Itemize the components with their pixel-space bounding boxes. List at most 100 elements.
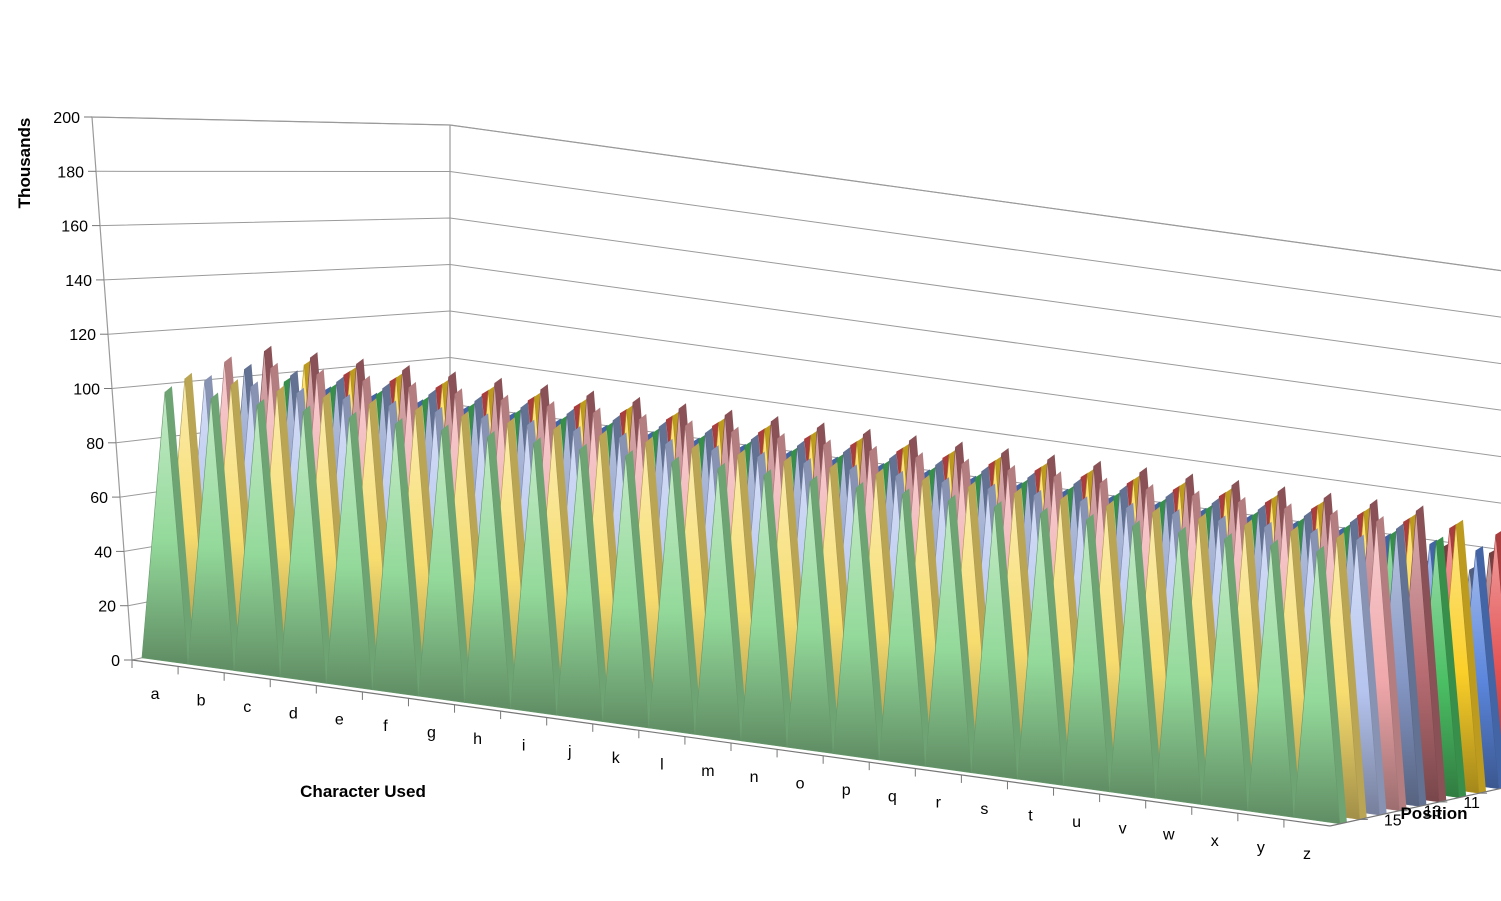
peak-z-1: [1293, 551, 1341, 825]
gridline: [99, 217, 1501, 365]
peak-side-l-1: [671, 456, 702, 735]
gridline: [103, 263, 1501, 411]
peak-side-z-7: [1436, 536, 1467, 798]
peak-side-g-1: [441, 424, 472, 703]
depth-axis-title: Position: [1400, 804, 1467, 823]
peak-side-f-1: [395, 418, 426, 697]
x-tick-label: e: [335, 712, 344, 729]
peak-l-1: [648, 462, 696, 735]
peak-side-z-3: [1356, 534, 1387, 816]
peak-v-1: [1109, 525, 1156, 799]
x-axis-title: Character Used: [300, 782, 426, 801]
peak-side-d-1: [303, 405, 334, 684]
peak-s-1: [970, 506, 1018, 780]
y-tick-label: 60: [90, 490, 108, 507]
x-tick-label: h: [473, 731, 482, 748]
peak-side-e-1: [349, 411, 380, 690]
x-tick-label: c: [243, 699, 251, 716]
x-tick-label: m: [701, 763, 714, 780]
peak-side-i-1: [533, 437, 564, 716]
peak-side-z-8: [1456, 519, 1487, 794]
peak-side-z-2: [1336, 532, 1367, 820]
y-tick-label: 180: [57, 164, 84, 181]
peak-w-1: [1155, 532, 1203, 806]
peak-side-z-6: [1416, 505, 1447, 802]
peak-side-v-1: [1132, 520, 1163, 799]
peak-c-1: [233, 404, 281, 678]
peak-k-1: [602, 455, 650, 729]
x-tick-label: z: [1303, 846, 1311, 863]
peak-side-o-1: [810, 475, 841, 754]
peak-side-t-1: [1040, 507, 1071, 786]
peak-q-1: [878, 493, 926, 767]
y-tick-label: 20: [98, 599, 116, 616]
peak-f-1: [371, 423, 419, 697]
x-tick-label: n: [750, 769, 759, 786]
peak-m-1: [694, 468, 742, 742]
peak-p-1: [832, 487, 880, 761]
y-tick-label: 200: [53, 110, 80, 127]
gridline: [95, 170, 1501, 318]
peak-i-1: [510, 442, 557, 716]
peak-u-1: [1063, 519, 1110, 793]
axes: [84, 116, 1501, 828]
x-tick-label: s: [980, 801, 988, 818]
x-tick-label: b: [197, 693, 206, 710]
series-position-1: [141, 386, 1347, 825]
peak-side-c-1: [257, 398, 288, 677]
peak-y-1: [1247, 545, 1295, 818]
peak-x-1: [1201, 538, 1249, 812]
peak-side-s-1: [994, 501, 1025, 780]
x-tick-label: p: [842, 782, 851, 799]
peak-a-1: [141, 391, 189, 665]
x-tick-label: k: [612, 750, 621, 767]
peak-side-q-1: [902, 488, 933, 767]
gridline: [91, 116, 1501, 272]
peak-n-1: [740, 474, 788, 748]
peak-side-n-1: [763, 469, 794, 748]
y-tick-label: 160: [61, 219, 88, 236]
peak-g-1: [418, 430, 465, 703]
peak-side-b-1: [211, 392, 242, 671]
peak-t-1: [1017, 513, 1064, 786]
peak-side-r-1: [948, 494, 979, 773]
x-tick-label: v: [1119, 820, 1127, 837]
x-tick-label: l: [660, 756, 664, 773]
peak-r-1: [924, 500, 972, 774]
x-tick-label: w: [1162, 827, 1175, 844]
y-tick-label: 140: [65, 273, 92, 290]
x-tick-label: j: [567, 744, 572, 761]
x-tick-label: a: [151, 686, 160, 703]
peak-side-m-1: [717, 462, 748, 741]
peak-side-z-9: [1475, 546, 1501, 789]
peak-side-k-1: [625, 449, 656, 729]
x-tick-label: y: [1257, 839, 1265, 856]
x-tick-label: f: [383, 718, 388, 735]
depth-tick-label: 13: [1424, 804, 1442, 821]
depth-tick-label: 11: [1463, 795, 1480, 812]
peak-side-x-1: [1224, 532, 1255, 812]
y-axis-title: Thousands: [15, 118, 34, 209]
x-tick-label: u: [1072, 814, 1081, 831]
peak-side-u-1: [1086, 513, 1117, 792]
x-tick-label: q: [888, 788, 897, 805]
axis-labels: 0 20 40 60 80 100 120 140 160 180 200 a b c d e f g h i j k l m…: [53, 110, 1480, 863]
peak-e-1: [325, 417, 373, 691]
y-tick-label: 120: [69, 327, 96, 344]
peak-o-1: [786, 481, 834, 754]
peak-side-h-1: [487, 430, 518, 709]
peak-h-1: [464, 436, 511, 710]
peak-side-j-1: [579, 443, 610, 722]
x-tick-label: t: [1028, 808, 1033, 825]
x-tick-label: r: [936, 795, 942, 812]
peak-b-1: [187, 398, 235, 671]
peak-side-w-1: [1178, 526, 1209, 805]
y-tick-label: 100: [73, 382, 100, 399]
gridline: [107, 310, 1501, 458]
y-tick-label: 80: [86, 436, 104, 453]
y-tick-label: 0: [111, 653, 120, 670]
depth-tick-label: 15: [1384, 812, 1402, 829]
x-tick-label: o: [796, 776, 805, 793]
peak-side-z-4: [1376, 515, 1407, 811]
